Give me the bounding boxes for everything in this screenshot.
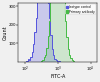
Polygon shape [18, 0, 97, 62]
Polygon shape [18, 0, 97, 62]
Y-axis label: Count: Count [3, 25, 8, 40]
X-axis label: FITC-A: FITC-A [50, 74, 66, 79]
Legend: Isotype control, Primary antibody: Isotype control, Primary antibody [65, 4, 96, 14]
